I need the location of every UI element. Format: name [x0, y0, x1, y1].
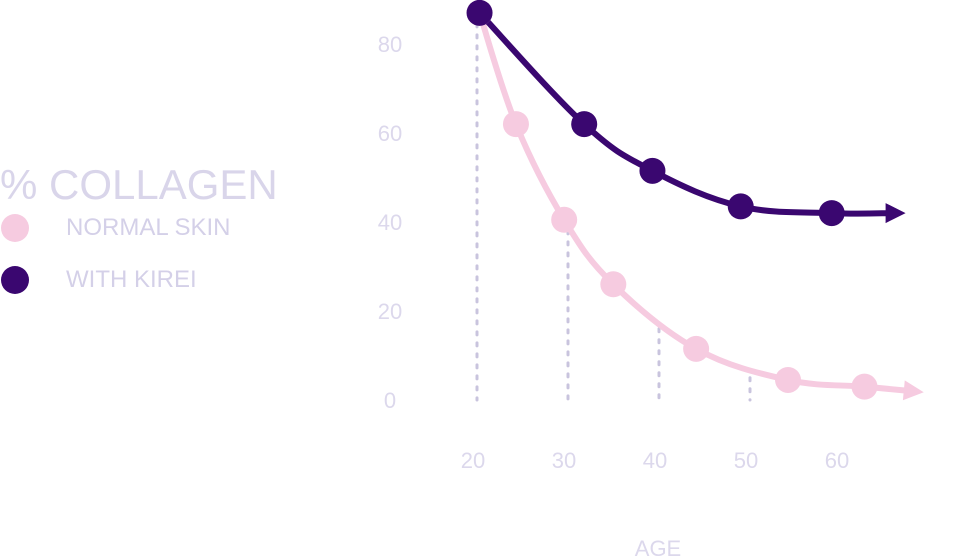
data-point-normal-skin: [851, 373, 878, 400]
legend-label-normal-skin: NORMAL SKIN: [66, 214, 231, 241]
legend-item-with-kirei: WITH KIREI: [0, 262, 320, 314]
x-tick-label: 50: [734, 448, 758, 473]
data-point-with-kirei: [639, 157, 666, 184]
series-arrow-normal-skin: [902, 380, 924, 401]
y-tick-label: 0: [384, 388, 396, 413]
data-point-normal-skin: [600, 271, 627, 298]
legend: % COLLAGEN NORMAL SKIN WITH KIREI: [0, 160, 320, 314]
series-arrow-with-kirei: [885, 203, 906, 224]
x-axis-ticks: 20 30 40 50 60: [461, 448, 849, 473]
legend-label-with-kirei: WITH KIREI: [66, 266, 197, 293]
x-tick-label: 30: [552, 448, 576, 473]
y-tick-label: 20: [378, 299, 402, 324]
y-tick-label: 80: [378, 32, 402, 57]
y-tick-label: 40: [378, 210, 402, 235]
x-axis-title: AGE: [635, 536, 681, 558]
x-tick-label: 60: [825, 448, 849, 473]
x-tick-label: 40: [643, 448, 667, 473]
legend-item-normal-skin: NORMAL SKIN: [0, 210, 320, 262]
data-point-normal-skin: [775, 366, 802, 393]
legend-title: % COLLAGEN: [0, 161, 278, 208]
data-point-normal-skin: [551, 206, 578, 233]
series-points: [466, 0, 878, 400]
y-tick-label: 60: [378, 121, 402, 146]
reference-lines: [475, 11, 752, 402]
data-point-with-kirei: [571, 111, 598, 138]
data-point-normal-skin: [683, 335, 710, 362]
data-point-with-kirei: [727, 193, 754, 220]
data-point-with-kirei: [466, 0, 493, 26]
series-line-normal-skin: [476, 9, 915, 395]
data-point-with-kirei: [818, 200, 845, 227]
legend-dot-normal-skin: [1, 214, 29, 242]
legend-dot-with-kirei: [1, 266, 29, 294]
y-axis-ticks: 0 20 40 60 80: [378, 32, 402, 413]
data-point-normal-skin: [502, 111, 529, 138]
x-tick-label: 20: [461, 448, 485, 473]
